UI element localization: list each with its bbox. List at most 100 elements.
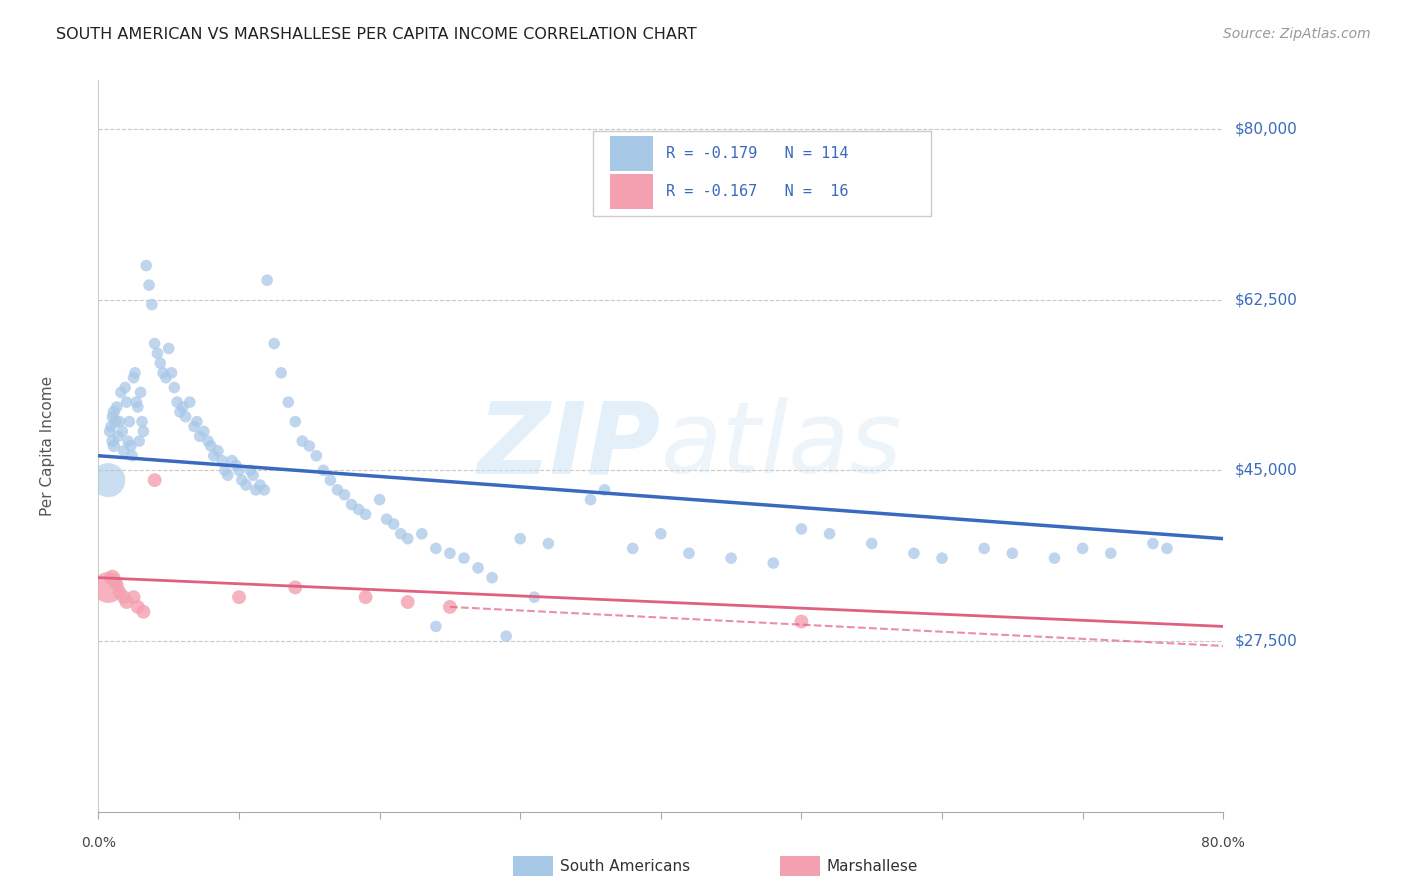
Point [277,395,299,409]
Point [103,439,125,453]
Point [118,415,141,429]
Point [100,419,122,434]
Point [111,425,134,439]
Point [103,405,125,419]
Point [621,541,644,556]
Point [1156,541,1178,556]
Point [305,449,328,463]
Point [115,595,138,609]
Point [183,419,205,434]
Point [354,590,377,604]
Point [135,259,157,273]
Text: 0.0%: 0.0% [82,836,115,850]
Point [396,595,419,609]
Point [132,425,155,439]
Point [101,434,124,449]
Point [132,605,155,619]
Point [149,356,172,370]
Point [537,536,560,550]
Point [312,463,335,477]
Point [340,498,363,512]
Point [141,297,163,311]
Point [347,502,370,516]
Point [439,599,461,614]
Text: SOUTH AMERICAN VS MARSHALLESE PER CAPITA INCOME CORRELATION CHART: SOUTH AMERICAN VS MARSHALLESE PER CAPITA… [56,27,697,42]
Point [122,370,145,384]
Point [650,526,672,541]
Text: 80.0%: 80.0% [1201,836,1246,850]
Point [1142,536,1164,550]
Point [97,473,120,487]
Point [104,415,127,429]
Point [101,409,124,424]
Point [368,492,391,507]
Point [129,385,152,400]
Point [104,575,127,590]
Point [439,546,461,560]
Text: atlas: atlas [661,398,903,494]
Point [231,473,253,487]
Point [221,453,243,467]
Point [326,483,349,497]
Point [235,478,257,492]
Point [225,458,247,473]
Point [242,468,264,483]
Point [1001,546,1024,560]
Point [481,571,503,585]
Point [375,512,398,526]
Point [211,453,233,467]
Point [108,415,131,429]
Point [256,273,278,287]
Bar [610,136,652,171]
Text: $62,500: $62,500 [1234,293,1298,307]
Point [860,536,883,550]
Text: South Americans: South Americans [560,859,690,873]
Point [121,449,143,463]
Point [174,409,197,424]
Point [127,599,149,614]
Point [931,551,953,566]
Point [166,395,188,409]
Point [720,551,742,566]
Point [115,395,138,409]
Point [112,590,135,604]
Point [214,463,236,477]
Point [228,463,250,477]
Point [523,590,546,604]
Point [138,278,160,293]
Point [354,508,377,522]
Point [193,425,215,439]
Point [396,532,419,546]
Point [217,468,239,483]
Point [678,546,700,560]
Point [333,488,356,502]
Point [973,541,995,556]
Point [127,400,149,414]
Point [131,415,153,429]
Point [509,532,531,546]
Point [125,395,148,409]
Bar [610,174,652,209]
Point [284,415,307,429]
Point [790,522,813,536]
Point [263,336,285,351]
Point [270,366,292,380]
Point [425,541,447,556]
Point [98,425,121,439]
Point [245,483,267,497]
Text: $27,500: $27,500 [1234,633,1298,648]
Point [200,439,222,453]
Point [186,415,208,429]
Point [179,395,201,409]
Point [202,449,225,463]
Point [163,380,186,394]
Text: $45,000: $45,000 [1234,463,1298,478]
Point [97,581,120,595]
Point [1043,551,1066,566]
Point [249,478,271,492]
Point [114,380,136,394]
Text: ZIP: ZIP [478,398,661,494]
Point [110,385,132,400]
Point [107,429,129,443]
Point [122,590,145,604]
